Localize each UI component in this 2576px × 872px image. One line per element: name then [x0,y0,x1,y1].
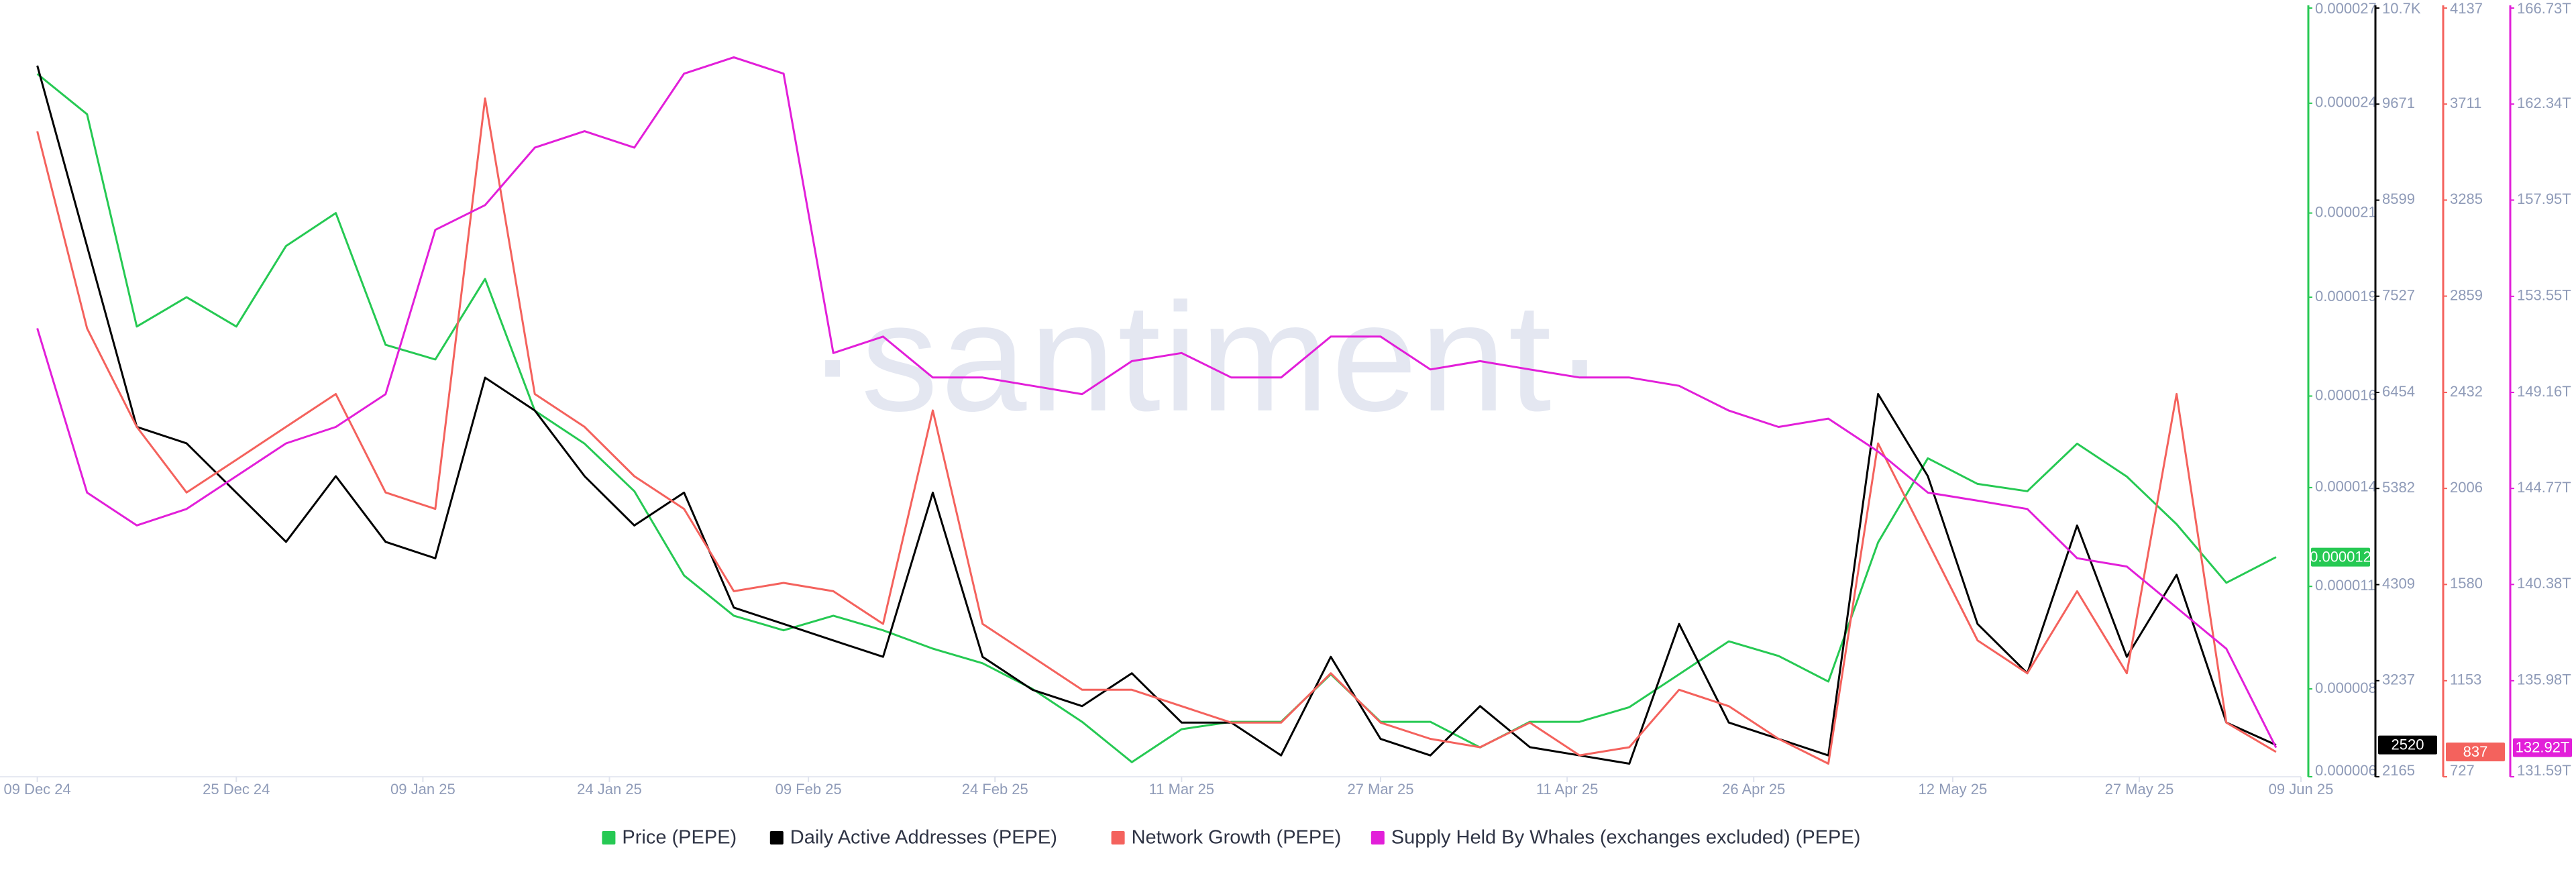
y-tick-label: 157.95T [2517,190,2571,207]
value-badge-label: 2520 [2392,736,2424,753]
x-tick-label: 09 Dec 24 [3,781,70,798]
value-badge [2513,738,2572,757]
watermark: ·santiment· [807,271,1608,443]
y-tick-label: 144.77T [2517,479,2571,496]
x-tick-label: 09 Jan 25 [390,781,455,798]
x-tick-label: 11 Mar 25 [1149,781,1214,798]
x-tick-label: 25 Dec 24 [203,781,270,798]
value-badge [2378,735,2437,755]
y-tick-label: 131.59T [2517,762,2571,779]
y-tick-label: 2165 [2382,762,2415,779]
y-tick-label: 162.34T [2517,95,2571,111]
y-tick-label: 0.000011 [2315,577,2375,594]
y-tick-label: 727 [2450,762,2475,779]
x-tick-label: 09 Feb 25 [775,781,842,798]
y-tick-label: 0.000019 [2315,288,2377,305]
y-tick-label: 0.000006 [2315,762,2377,779]
legend-label: Network Growth (PEPE) [1132,827,1342,849]
value-badge-label: 837 [2463,743,2488,760]
series-line [36,56,2277,749]
y-tick-label: 0.000027 [2315,0,2377,17]
value-badge [2446,743,2505,762]
series-line [36,73,2277,763]
y-tick-label: 4309 [2382,575,2415,592]
value-badge [2311,547,2370,567]
legend-swatch [602,831,616,844]
y-tick-label: 149.16T [2517,383,2571,400]
x-tick-label: 24 Jan 25 [577,781,642,798]
series-line [36,97,2277,765]
legend-label: Supply Held By Whales (exchanges exclude… [1391,827,1861,849]
legend-swatch [1111,831,1125,844]
y-tick-label: 1580 [2450,575,2483,592]
x-tick-label: 27 Mar 25 [1347,781,1413,798]
y-tick-label: 7527 [2382,286,2415,303]
y-tick-label: 10.7K [2382,0,2421,17]
value-badge-label: 0.000012 [2310,548,2371,565]
y-tick-label: 166.73T [2517,0,2571,17]
x-tick-label: 26 Apr 25 [1722,781,1785,798]
y-tick-label: 8599 [2382,190,2415,207]
y-tick-label: 5382 [2382,479,2415,496]
y-tick-label: 0.000016 [2315,386,2377,403]
y-tick-label: 153.55T [2517,287,2571,304]
x-tick-label: 27 May 25 [2105,781,2174,798]
x-tick-label: 12 May 25 [1918,781,1987,798]
y-tick-label: 3285 [2450,190,2483,207]
legend-label: Daily Active Addresses (PEPE) [790,827,1057,849]
y-tick-label: 9671 [2382,95,2415,111]
y-tick-label: 2432 [2450,383,2483,400]
legend-swatch [1371,831,1385,844]
x-tick-label: 11 Apr 25 [1536,781,1599,798]
y-tick-label: 0.000021 [2315,203,2377,220]
y-tick-label: 6454 [2382,383,2415,400]
legend-label: Price (PEPE) [622,827,737,849]
y-tick-label: 0.000008 [2315,679,2377,696]
y-tick-label: 3711 [2450,95,2481,111]
y-tick-label: 0.000024 [2315,94,2377,111]
y-tick-label: 140.38T [2517,575,2571,592]
y-tick-label: 3237 [2382,671,2415,688]
y-tick-label: 135.98T [2517,671,2571,688]
y-tick-label: 2859 [2450,286,2483,303]
value-badge-label: 132.92T [2516,739,2570,755]
y-tick-label: 2006 [2450,479,2483,496]
y-tick-label: 0.000014 [2315,478,2377,495]
y-tick-label: 4137 [2450,0,2483,17]
x-tick-label: 09 Jun 25 [2269,781,2334,798]
legend-swatch [769,831,784,844]
x-tick-label: 24 Feb 25 [962,781,1028,798]
y-tick-label: 1153 [2450,671,2481,688]
